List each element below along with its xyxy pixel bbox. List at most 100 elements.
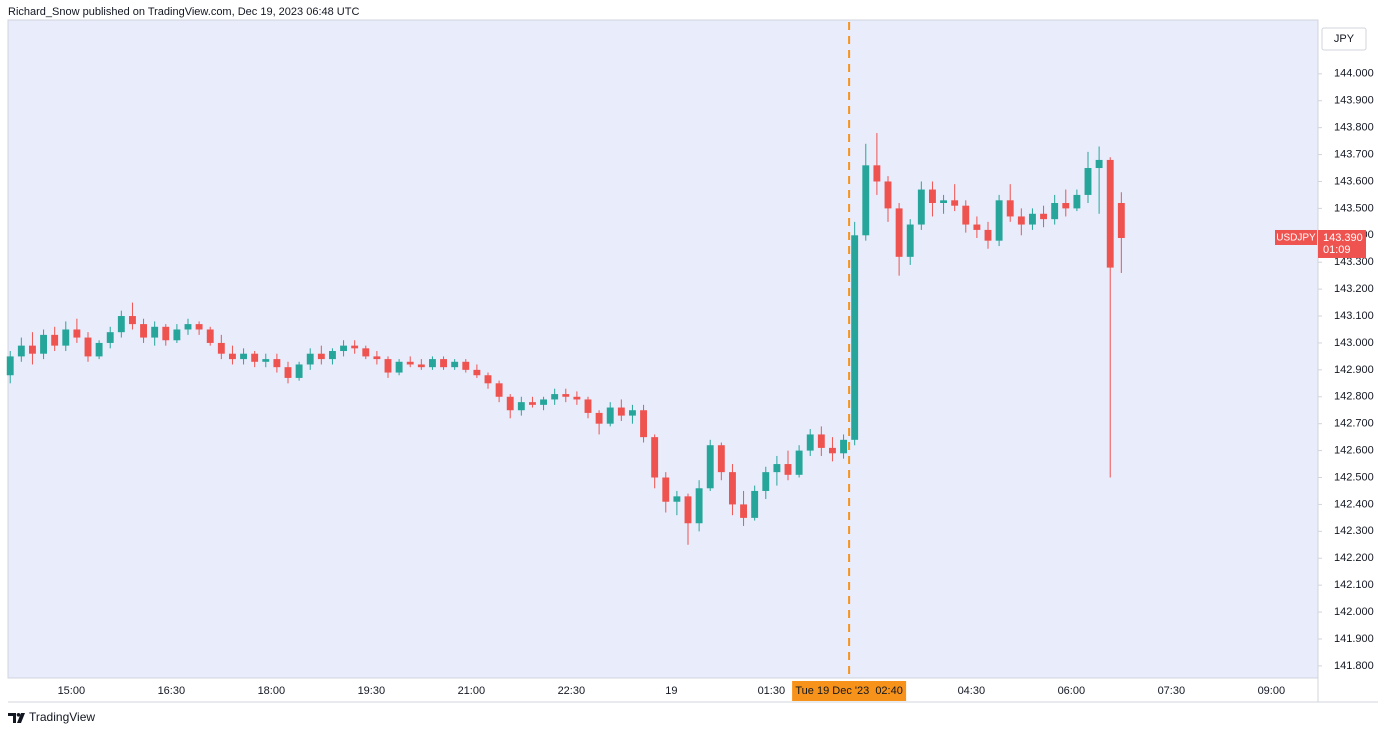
y-tick-label: 142.900 (1334, 364, 1374, 376)
candle-body (629, 410, 636, 416)
candle-body (162, 326, 170, 341)
candle-body (217, 342, 225, 354)
candle-body (240, 353, 247, 360)
candle-body (762, 472, 770, 491)
candle-body (851, 235, 859, 440)
candle-body (662, 477, 670, 502)
candle-body (706, 445, 714, 489)
candle-body (295, 364, 303, 378)
crosshair-label: Tue 19 Dec '23 02:40 (795, 685, 903, 697)
symbol-label: USDJPY (1276, 233, 1316, 244)
candle-body (829, 447, 836, 454)
candle-body (862, 165, 870, 236)
candle-body (1106, 159, 1114, 268)
x-tick-label: 09:00 (1258, 685, 1286, 697)
candle-body (284, 367, 292, 378)
y-tick-label: 143.500 (1334, 202, 1374, 214)
y-tick-label: 143.600 (1334, 175, 1374, 187)
candle-body (384, 359, 392, 373)
candle-body (1084, 168, 1092, 195)
candle-body (695, 488, 703, 524)
candle-body (6, 356, 14, 376)
y-tick-label: 142.200 (1334, 552, 1374, 564)
y-tick-label: 141.900 (1334, 633, 1374, 645)
candle-body (373, 356, 381, 360)
candle-body (29, 345, 36, 354)
candle-body (551, 394, 559, 400)
candle-body (73, 329, 81, 338)
candle-body (962, 205, 970, 225)
x-tick-label: 06:00 (1058, 685, 1086, 697)
y-tick-label: 142.000 (1334, 606, 1374, 618)
y-tick-label: 142.100 (1334, 579, 1374, 591)
candle-body (329, 351, 336, 360)
candle-body (351, 345, 359, 349)
candle-body (751, 490, 759, 518)
candle-body (906, 224, 914, 257)
y-tick-label: 144.000 (1334, 68, 1374, 80)
logo-part (17, 713, 25, 723)
logo-part (8, 713, 16, 723)
candle-body (462, 361, 470, 370)
x-tick-label: 22:30 (558, 685, 586, 697)
candle-body (362, 348, 370, 357)
candle-body (717, 445, 725, 473)
candle-body (973, 224, 981, 230)
candle-body (184, 324, 192, 330)
candle-body (795, 450, 803, 475)
candle-body (95, 342, 103, 357)
y-tick-label: 143.900 (1334, 95, 1374, 107)
candle-body (495, 383, 503, 397)
candle-body (1029, 213, 1036, 225)
candle-body (429, 359, 436, 368)
candle-body (840, 439, 847, 454)
currency-button[interactable] (1321, 27, 1367, 51)
candle-body (1073, 194, 1081, 209)
candle-body (1040, 213, 1047, 220)
last-price-box (1318, 229, 1366, 258)
candle-body (684, 496, 692, 524)
y-tick-label: 142.500 (1334, 471, 1374, 483)
candle-body (1017, 216, 1025, 225)
candle-body (1062, 203, 1070, 209)
candle-body (262, 359, 270, 362)
y-tick-label: 141.800 (1334, 660, 1374, 672)
x-tick-label: 01:30 (758, 685, 786, 697)
candle-body (884, 181, 892, 209)
candle-body (106, 332, 114, 343)
candle-body (1117, 203, 1125, 238)
candle-body (540, 399, 547, 405)
candle-body (562, 394, 570, 397)
y-tick-label: 142.600 (1334, 444, 1374, 456)
candle-body (306, 353, 314, 365)
candle-body (740, 504, 747, 518)
candle-body (617, 407, 625, 416)
candle-body (673, 496, 681, 502)
tv-logo (8, 713, 25, 723)
candle-body (62, 329, 70, 346)
candle-body (129, 316, 136, 325)
y-tick-label: 142.800 (1334, 391, 1374, 403)
header-text: Richard_Snow published on TradingView.co… (8, 6, 359, 18)
x-tick-label: 19 (665, 685, 677, 697)
candle-body (640, 410, 647, 438)
countdown-label: 01:09 (1323, 244, 1351, 256)
candle-body (729, 472, 736, 505)
candle-body (151, 326, 159, 338)
candle-body (17, 345, 25, 357)
candle-body (529, 402, 536, 405)
x-tick-label: 07:30 (1158, 685, 1186, 697)
candle-body (895, 208, 903, 257)
candle-body (817, 434, 825, 448)
x-tick-label: 16:30 (158, 685, 186, 697)
candle-body (995, 200, 1003, 241)
candle-body (951, 200, 959, 206)
candle-body (606, 407, 614, 424)
candle-body (229, 353, 236, 360)
candle-body (395, 361, 403, 373)
crosshair-label-box (792, 681, 907, 701)
y-tick-label: 143.800 (1334, 122, 1374, 134)
candle-body (806, 434, 814, 451)
